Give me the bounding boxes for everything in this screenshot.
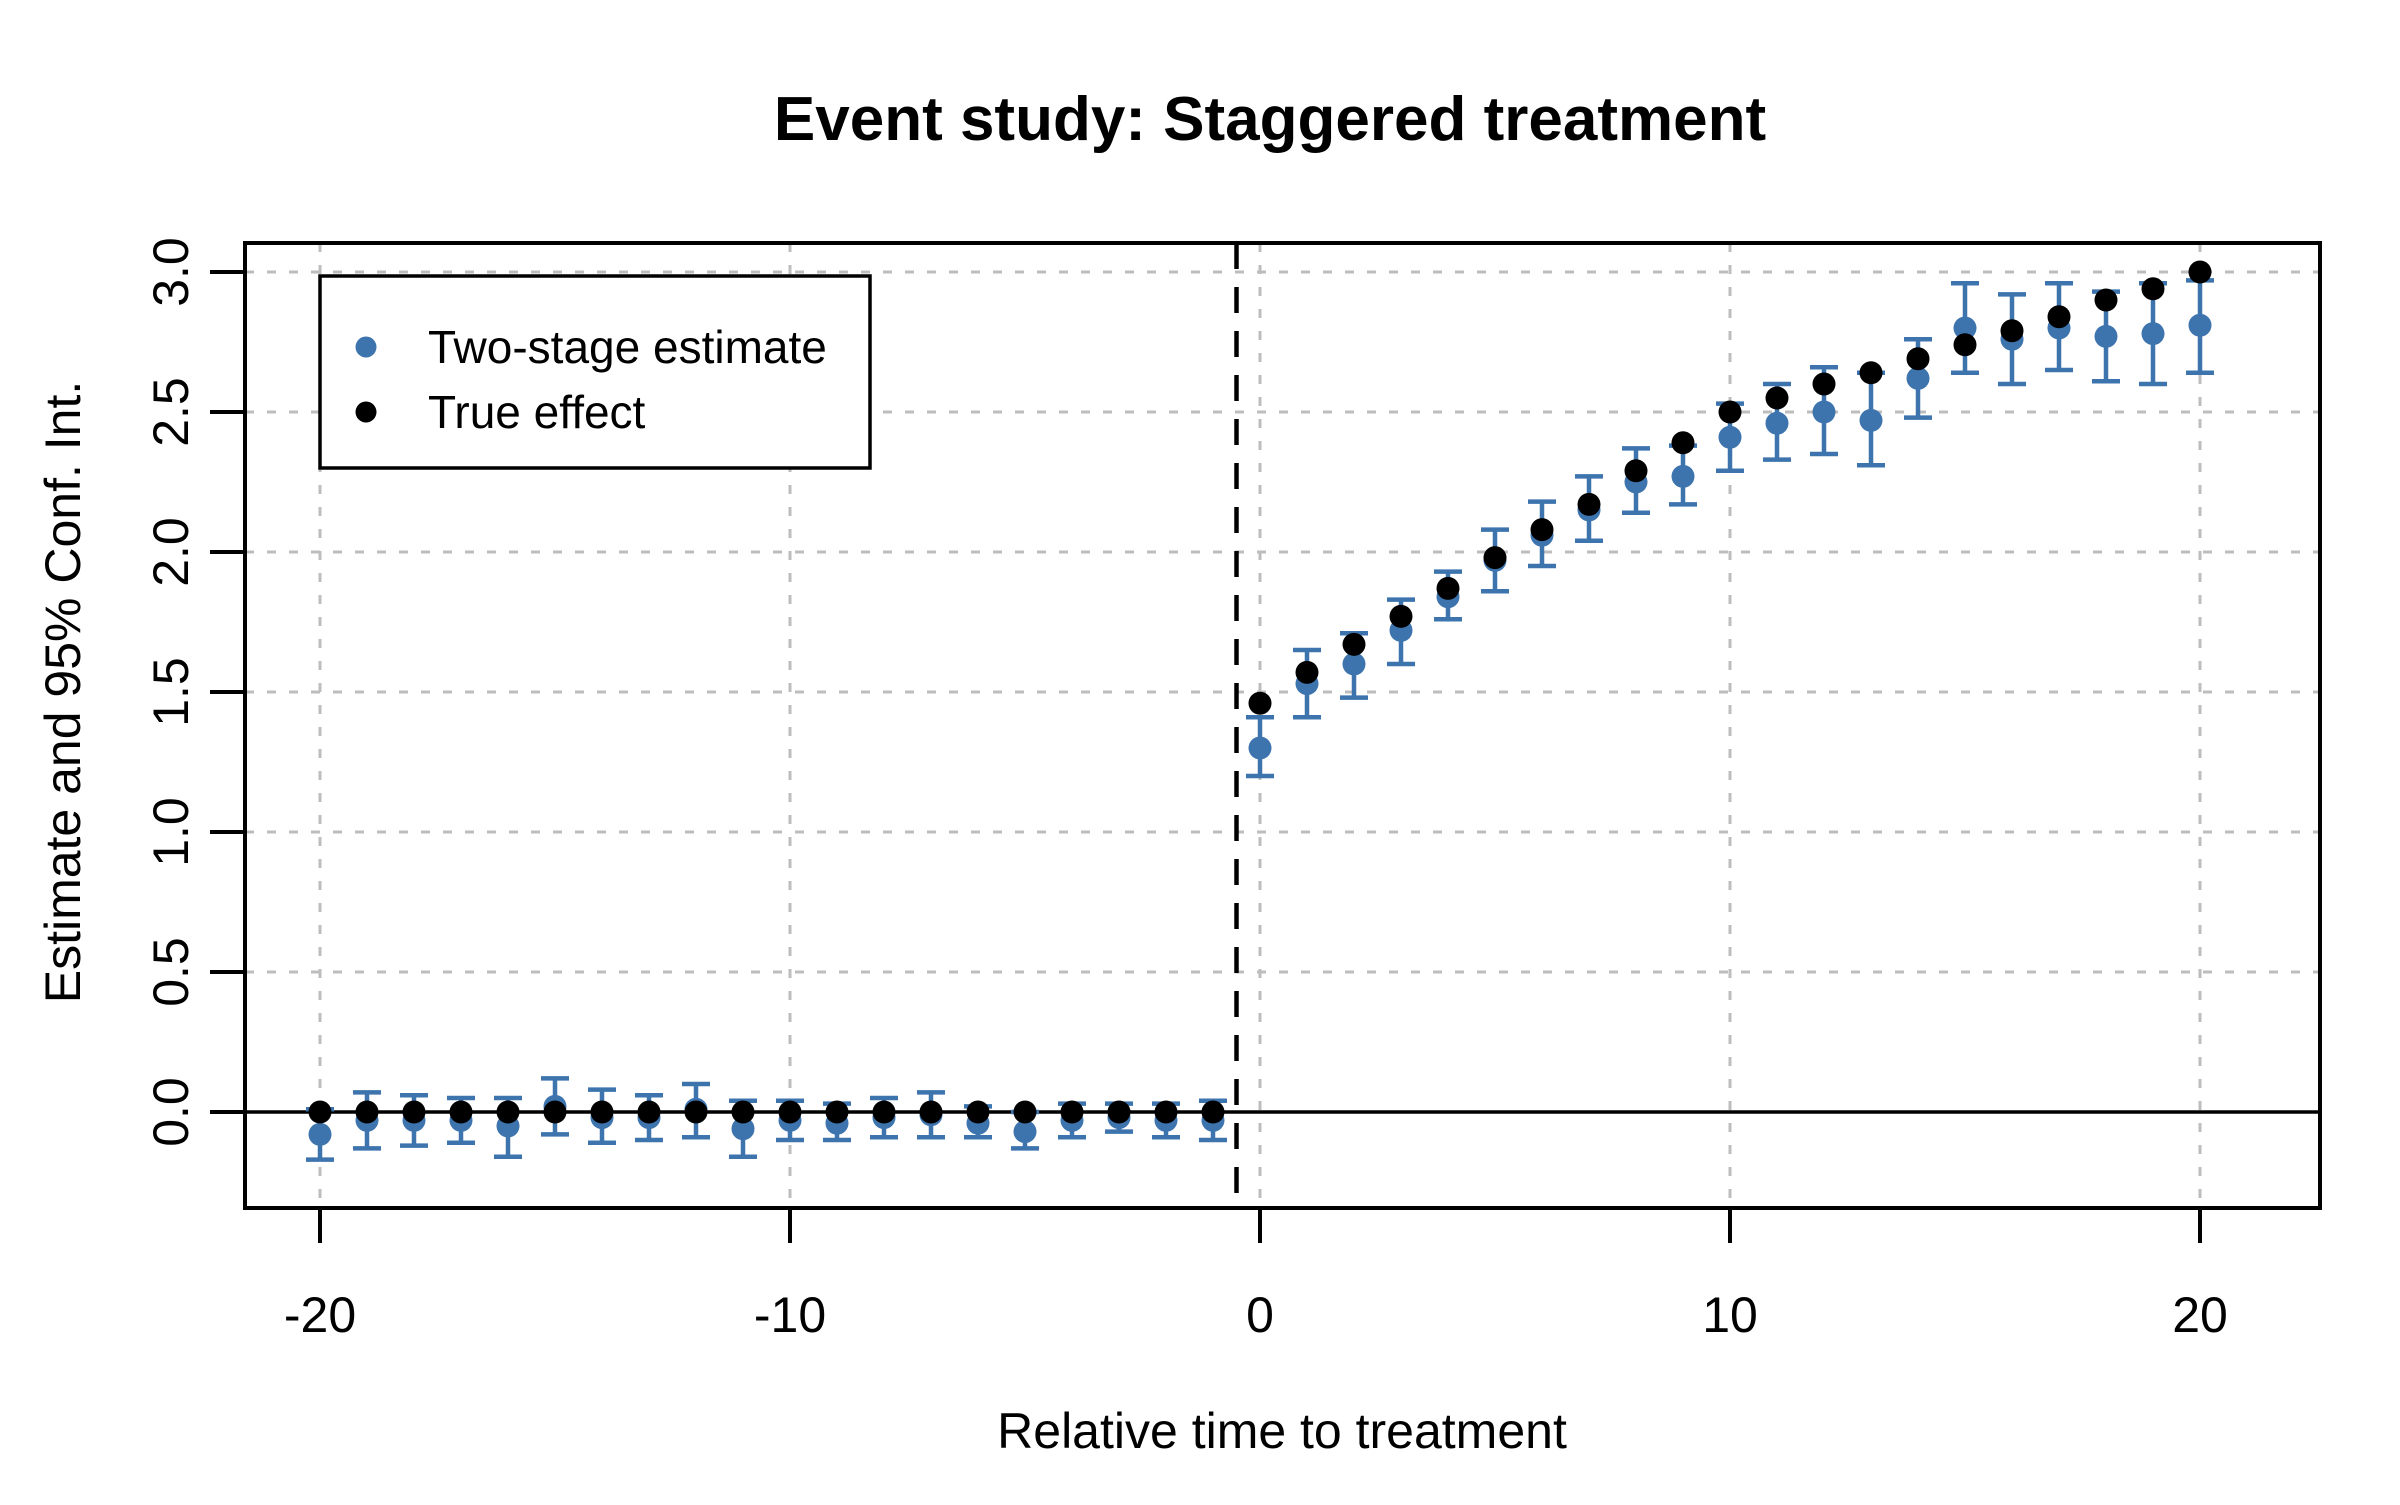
chart-title: Event study: Staggered treatment [774, 85, 1766, 154]
true-effect-point [1859, 361, 1883, 385]
legend-two-stage-label: Two-stage estimate [428, 321, 827, 373]
true-effect-point [637, 1100, 661, 1124]
x-axis-title: Relative time to treatment [997, 1403, 1567, 1459]
two-stage-point [1953, 316, 1977, 340]
true-effect-point [590, 1100, 614, 1124]
x-tick-label: 0 [1246, 1287, 1274, 1343]
true-effect-point [919, 1100, 943, 1124]
y-axis-title: Estimate and 95% Conf. Int. [35, 381, 91, 1004]
true-effect-point [1248, 691, 1272, 715]
two-stage-point [1013, 1120, 1037, 1144]
true-effect-point [684, 1100, 708, 1124]
legend-box [318, 274, 872, 470]
true-effect-point [966, 1100, 990, 1124]
y-tick-label: 1.5 [143, 657, 199, 727]
true-effect-point [402, 1100, 426, 1124]
true-effect-point [731, 1100, 755, 1124]
two-stage-point [1248, 736, 1272, 760]
x-tick-label: -20 [284, 1287, 356, 1343]
two-stage-point [1342, 652, 1366, 676]
true-effect-point [2188, 260, 2212, 284]
two-stage-point [1718, 425, 1742, 449]
true-effect-point [355, 1100, 379, 1124]
true-effect-point [1577, 492, 1601, 516]
y-tick-label: 2.0 [143, 517, 199, 587]
true-effect-point [1624, 459, 1648, 483]
true-effect-point [1342, 632, 1366, 656]
two-stage-point [1812, 400, 1836, 424]
true-effect-point [1906, 347, 1930, 371]
true-effect-point [2047, 305, 2071, 329]
two-stage-point [1671, 464, 1695, 488]
x-tick-label: -10 [754, 1287, 826, 1343]
legend: Two-stage estimate True effect [318, 274, 872, 470]
two-stage-point [1906, 366, 1930, 390]
y-tick-label: 0.0 [143, 1077, 199, 1147]
true-effect-point [543, 1100, 567, 1124]
two-stage-point [2094, 324, 2118, 348]
true-effect-point [496, 1100, 520, 1124]
true-effect-point [1530, 518, 1554, 542]
y-tick-label: 3.0 [143, 237, 199, 307]
legend-two-stage-dot-icon [355, 336, 377, 358]
true-effect-point [1812, 372, 1836, 396]
two-stage-point [1859, 408, 1883, 432]
true-effect-point [778, 1100, 802, 1124]
two-stage-point [731, 1117, 755, 1141]
true-effect-point [1765, 386, 1789, 410]
two-stage-point [2188, 313, 2212, 337]
true-effect-point [1295, 660, 1319, 684]
true-effect-point [1060, 1100, 1084, 1124]
true-effect-point [1201, 1100, 1225, 1124]
y-tick-label: 1.0 [143, 797, 199, 867]
true-effect-point [308, 1100, 332, 1124]
plot-frame [243, 241, 2322, 1210]
x-tick-label: 20 [2172, 1287, 2228, 1343]
y-tick-label: 2.5 [143, 377, 199, 447]
true-effect-point [1671, 431, 1695, 455]
legend-true-effect-dot-icon [355, 401, 377, 423]
y-tick-label: 0.5 [143, 937, 199, 1007]
true-effect-point [2000, 319, 2024, 343]
two-stage-point [2141, 322, 2165, 346]
true-effect-point [1483, 546, 1507, 570]
true-effect-point [1953, 333, 1977, 357]
true-effect-point [825, 1100, 849, 1124]
true-effect-point [1154, 1100, 1178, 1124]
true-effect-point [449, 1100, 473, 1124]
axis-ticks: -20 -10 0 10 20 0.0 0.5 1.0 1.5 2.0 2.5 3.0 [143, 237, 2228, 1343]
data-points [306, 260, 2214, 1162]
legend-true-effect-label: True effect [428, 386, 646, 438]
true-effect-point [1436, 576, 1460, 600]
true-effect-point [872, 1100, 896, 1124]
true-effect-point [1718, 400, 1742, 424]
true-effect-point [1013, 1100, 1037, 1124]
true-effect-point [1107, 1100, 1131, 1124]
true-effect-point [2141, 277, 2165, 301]
x-tick-label: 10 [1702, 1287, 1758, 1343]
true-effect-point [2094, 288, 2118, 312]
two-stage-point [308, 1122, 332, 1146]
two-stage-point [1765, 411, 1789, 435]
true-effect-point [1389, 604, 1413, 628]
